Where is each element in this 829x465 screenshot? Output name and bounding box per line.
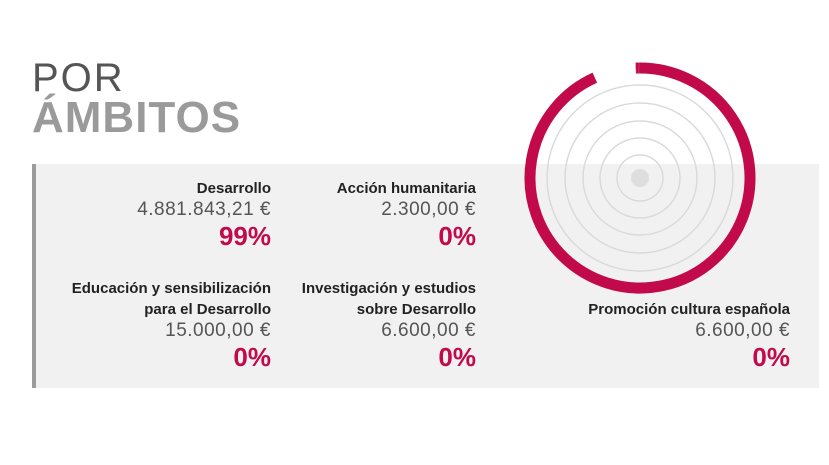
ring-guide-3: [582, 120, 698, 236]
category-educacion-name-line2: para el Desarrollo: [144, 301, 271, 318]
category-educacion-name-line1: Educación y sensibilización: [71, 280, 271, 297]
category-humanitaria-percent: 0%: [438, 221, 476, 251]
category-investigacion-percent: 0%: [438, 342, 476, 372]
ring-center-dot: [631, 169, 649, 187]
category-educacion: Educación y sensibilización para el Desa…: [72, 278, 271, 372]
category-investigacion-name-line2: sobre Desarrollo: [356, 301, 476, 318]
title-ambitos: ÁMBITOS: [32, 93, 242, 142]
category-promocion-percent: 0%: [752, 342, 790, 372]
category-humanitaria-amount: 2.300,00 €: [381, 199, 476, 220]
category-promocion-name: Promoción cultura española: [588, 301, 790, 318]
category-humanitaria: Acción humanitaria 2.300,00 € 0%: [337, 178, 476, 251]
donut-chart: [524, 62, 756, 294]
category-investigacion-amount: 6.600,00 €: [381, 320, 476, 341]
category-investigacion-name-line1: Investigación y estudios: [301, 280, 476, 297]
category-investigacion: Investigación y estudios sobre Desarroll…: [302, 278, 476, 372]
category-desarrollo: Desarrollo 4.881.843,21 € 99%: [137, 178, 271, 251]
category-desarrollo-percent: 99%: [218, 221, 271, 251]
category-educacion-percent: 0%: [233, 342, 271, 372]
category-educacion-amount: 15.000,00 €: [165, 320, 271, 341]
ring-guide-2: [564, 102, 716, 254]
category-desarrollo-amount: 4.881.843,21 €: [137, 199, 271, 220]
category-promocion: Promoción cultura española 6.600,00 € 0%: [588, 299, 790, 372]
ring-guide-4: [599, 137, 681, 219]
ring-slice-1: [524, 62, 756, 294]
title-por: POR: [32, 56, 125, 100]
ring-guide-5: [616, 154, 664, 202]
panel-accent-bar: [32, 164, 36, 388]
category-promocion-amount: 6.600,00 €: [695, 320, 790, 341]
ring-guide-1: [546, 84, 734, 272]
category-desarrollo-name: Desarrollo: [196, 180, 271, 197]
category-humanitaria-name: Acción humanitaria: [336, 180, 476, 197]
